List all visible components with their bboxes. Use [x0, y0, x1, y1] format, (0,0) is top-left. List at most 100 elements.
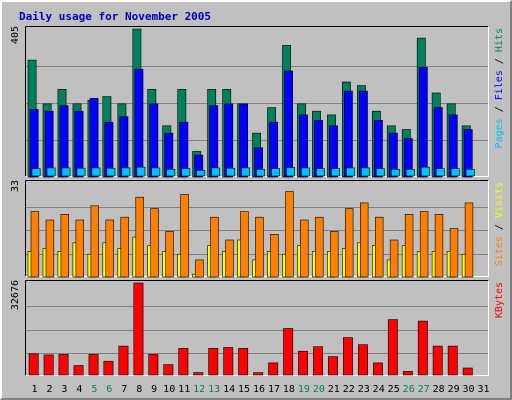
- y-max-label: 405: [10, 26, 21, 44]
- bar-files: [179, 121, 189, 178]
- x-tick-label: 17: [268, 384, 280, 395]
- bar-files: [329, 125, 338, 178]
- bars-sites-visits: [27, 191, 474, 278]
- x-tick-label: 20: [313, 384, 325, 395]
- bar-kbytes: [313, 346, 323, 376]
- bar-pages: [31, 168, 41, 177]
- x-tick-label: 11: [178, 384, 190, 395]
- bar-pages: [316, 168, 325, 177]
- bar-files: [343, 90, 353, 178]
- x-tick-label: 24: [373, 384, 385, 395]
- bar-kbytes: [432, 345, 443, 376]
- bar-files: [59, 105, 69, 178]
- bar-files: [89, 98, 99, 178]
- x-tick-label: 4: [76, 384, 82, 395]
- x-tick-label: 30: [462, 384, 474, 395]
- x-tick-label: 28: [433, 384, 445, 395]
- bar-kbytes: [462, 367, 473, 376]
- bar-files: [269, 121, 278, 178]
- x-tick-label: 21: [328, 384, 340, 395]
- x-tick-label: 3: [61, 384, 67, 395]
- legend-hits-files-pages: Pages / Files / Hits: [494, 28, 505, 148]
- legend-entry-visits: Visits: [494, 182, 505, 218]
- bar-kbytes: [43, 354, 54, 376]
- bar-kbytes: [163, 364, 174, 376]
- y-max-label: 32676: [10, 280, 21, 310]
- x-tick-label: 27: [418, 384, 430, 395]
- bar-sites: [464, 202, 474, 278]
- x-tick-label: 15: [238, 384, 250, 395]
- bar-sites: [434, 214, 444, 278]
- legend-entry-hits: Hits: [494, 28, 505, 52]
- bar-kbytes: [208, 348, 219, 376]
- bar-kbytes: [178, 348, 189, 376]
- bar-sites: [404, 214, 414, 278]
- bar-kbytes: [253, 372, 264, 376]
- bar-pages: [241, 167, 250, 177]
- bar-files: [209, 105, 219, 178]
- bar-kbytes: [133, 282, 144, 376]
- x-tick-label: 14: [223, 384, 235, 395]
- y-max-label: 33: [10, 180, 21, 192]
- bar-kbytes: [73, 365, 84, 376]
- bar-sites: [315, 216, 324, 278]
- bar-pages: [360, 167, 370, 177]
- bar-pages: [286, 167, 295, 177]
- bar-kbytes: [103, 360, 114, 376]
- bar-sites: [105, 219, 114, 278]
- x-tick-label: 29: [448, 384, 460, 395]
- x-tick-label: 18: [283, 384, 295, 395]
- bar-files: [254, 147, 263, 178]
- legend-kbytes: KBytes: [494, 282, 505, 318]
- bar-files: [358, 90, 368, 178]
- bar-sites: [449, 228, 459, 278]
- bar-pages: [405, 169, 415, 177]
- bar-sites: [389, 239, 399, 278]
- bar-pages: [375, 168, 385, 177]
- bar-files: [224, 103, 234, 178]
- legend-entry-pages: Pages: [494, 118, 505, 148]
- x-tick-label: 22: [343, 384, 355, 395]
- bar-kbytes: [387, 319, 398, 376]
- bar-files: [119, 116, 129, 178]
- bar-pages: [226, 167, 236, 177]
- x-tick-label: 23: [358, 384, 370, 395]
- bar-sites: [344, 208, 354, 278]
- legend-entry-kbytes: KBytes: [494, 282, 505, 318]
- bar-kbytes: [88, 354, 99, 376]
- bar-sites: [300, 219, 309, 278]
- bar-pages: [61, 167, 71, 177]
- bar-kbytes: [328, 356, 338, 376]
- bar-kbytes: [118, 345, 129, 376]
- bar-pages: [420, 166, 430, 177]
- bar-files: [299, 114, 308, 178]
- bar-sites: [419, 211, 429, 278]
- bar-sites: [180, 194, 189, 278]
- bar-sites: [90, 205, 100, 278]
- bar-files: [194, 154, 204, 178]
- bar-kbytes: [193, 372, 204, 376]
- panel-kbytes: [25, 280, 489, 376]
- bar-kbytes: [402, 371, 413, 376]
- bar-kbytes: [28, 353, 39, 376]
- bar-sites: [75, 219, 85, 278]
- legend-entry- /: /: [494, 52, 505, 70]
- bar-files: [403, 138, 413, 178]
- bar-files: [44, 110, 54, 178]
- bar-files: [284, 70, 293, 178]
- bar-kbytes: [447, 345, 458, 376]
- bar-files: [463, 129, 473, 178]
- bar-pages: [76, 167, 86, 177]
- bar-sites: [285, 191, 294, 278]
- legend-entry- /: /: [494, 218, 505, 236]
- bar-kbytes: [238, 348, 249, 376]
- bar-sites: [120, 216, 129, 278]
- bar-sites: [240, 211, 249, 278]
- bar-pages: [121, 167, 131, 177]
- bar-sites: [195, 259, 204, 278]
- bar-files: [388, 132, 398, 178]
- bar-kbytes: [357, 344, 368, 376]
- bar-pages: [91, 167, 101, 177]
